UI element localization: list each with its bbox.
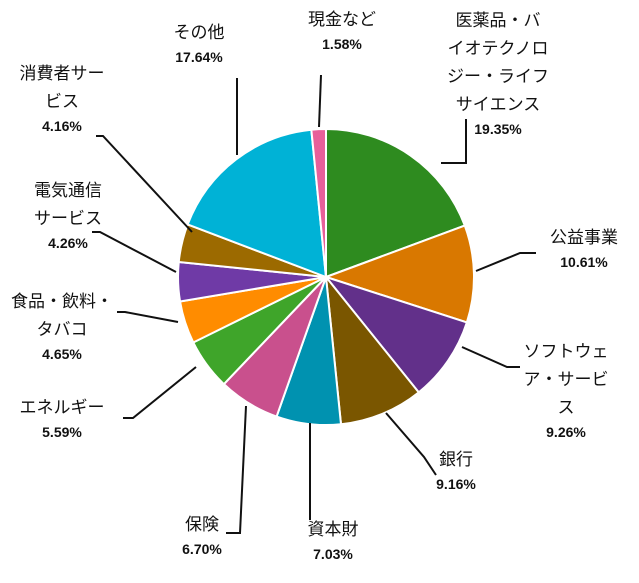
slice-category-label: サイエンス xyxy=(456,95,541,115)
leader-line xyxy=(475,252,536,272)
slice-value-label: 19.35% xyxy=(474,121,522,137)
slice-category-label: イオテクノロ xyxy=(448,39,549,59)
slice-category-label: 資本財 xyxy=(308,520,359,540)
slice-category-label: サービス xyxy=(34,209,102,229)
slice-value-label: 17.64% xyxy=(175,49,223,65)
leader-line xyxy=(96,135,193,233)
slice-category-label: ソフトウェ xyxy=(524,342,609,362)
slice-category-label: 食品・飲料・ xyxy=(11,292,113,312)
leader-line xyxy=(92,231,177,273)
slice-category-label: ジー・ライフ xyxy=(447,67,549,87)
leader-line xyxy=(318,74,322,128)
slice-value-label: 9.16% xyxy=(436,476,476,492)
leader-line xyxy=(117,311,179,323)
pie-slice xyxy=(186,128,328,279)
pie-slice xyxy=(322,224,475,324)
pie-slice xyxy=(325,127,467,279)
slice-category-label: タバコ xyxy=(37,320,88,340)
slice-value-label: 4.16% xyxy=(42,118,82,134)
slice-value-label: 9.26% xyxy=(546,424,586,440)
slice-category-label: 医薬品・バ xyxy=(456,11,541,31)
slice-value-label: 5.59% xyxy=(42,424,82,440)
pie-slice xyxy=(324,273,421,426)
slice-value-label: 7.03% xyxy=(313,546,353,562)
leader-line xyxy=(123,366,197,419)
leader-line xyxy=(226,405,247,534)
slice-category-label: ア・サービ xyxy=(524,370,609,390)
slice-value-label: 4.26% xyxy=(48,235,88,251)
slice-category-label: 現金など xyxy=(308,10,376,30)
slice-value-label: 1.58% xyxy=(322,36,362,52)
slice-category-label: ビス xyxy=(45,92,79,112)
slice-category-label: その他 xyxy=(174,23,225,43)
pie-slices xyxy=(177,127,475,426)
leader-line xyxy=(461,346,520,368)
slice-category-label: 電気通信 xyxy=(34,181,102,201)
slice-value-label: 4.65% xyxy=(42,346,82,362)
pie-slice xyxy=(323,275,469,394)
leader-lines xyxy=(92,74,536,534)
slice-value-label: 6.70% xyxy=(182,541,222,557)
slice-value-label: 10.61% xyxy=(560,254,608,270)
pie-slice xyxy=(310,127,327,278)
slice-category-label: ス xyxy=(558,398,575,418)
slice-category-label: 銀行 xyxy=(439,450,473,470)
slice-category-label: 消費者サー xyxy=(20,64,105,84)
leader-line xyxy=(385,412,437,476)
leader-line xyxy=(441,119,467,164)
slice-category-label: エネルギー xyxy=(20,398,105,418)
slice-category-label: 公益事業 xyxy=(550,228,618,248)
slice-category-label: 保険 xyxy=(185,515,219,535)
